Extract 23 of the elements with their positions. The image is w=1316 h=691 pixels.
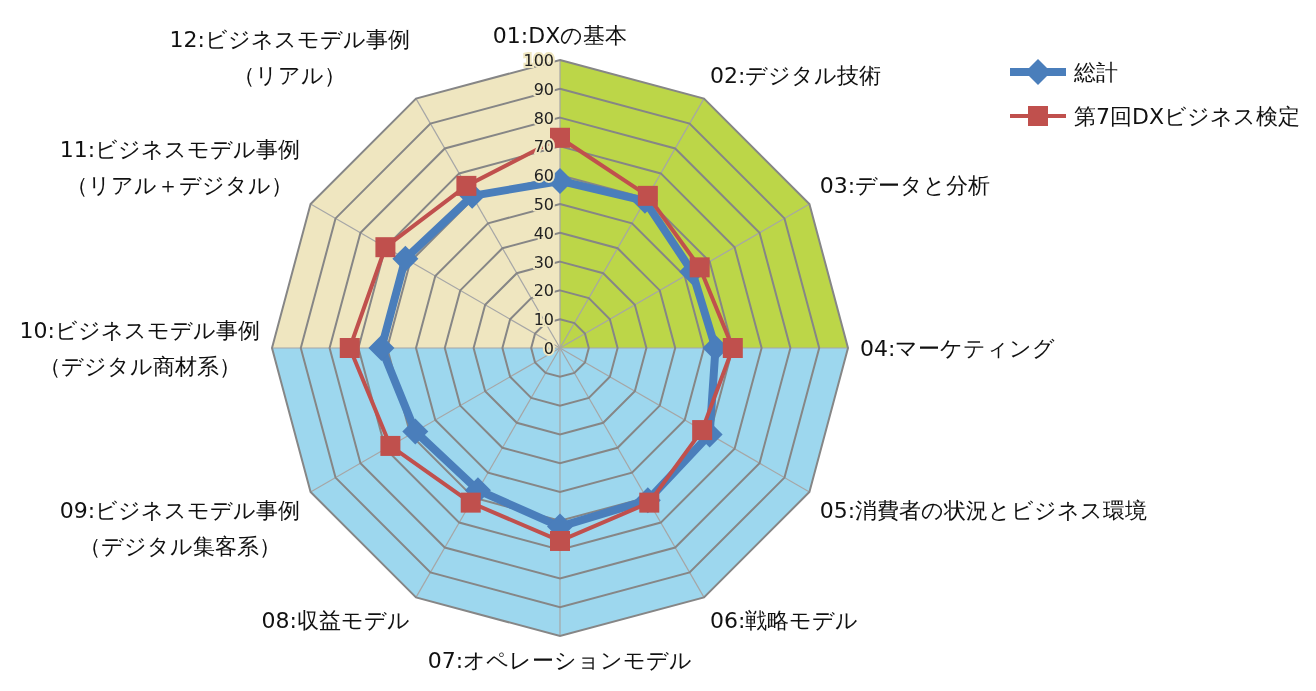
spoke-label: 06:戦略モデル <box>710 607 859 633</box>
spoke-label: 12:ビジネスモデル事例（リアル） <box>169 27 410 89</box>
y-tick-label: 40 <box>533 223 554 243</box>
y-tick-label: 90 <box>533 79 554 99</box>
legend-label: 総計 <box>1073 60 1118 85</box>
y-tick-label: 100 <box>523 51 554 70</box>
spoke-label: 01:DXの基本 <box>492 23 628 48</box>
spoke-label: 05:消費者の状況とビジネス環境 <box>819 498 1148 523</box>
y-tick-label: 20 <box>533 281 554 301</box>
spoke-label: 03:データと分析 <box>819 173 991 198</box>
spoke-label: 04:マーケティング <box>860 335 1056 361</box>
spoke-label: 09:ビジネスモデル事例（デジタル集客系） <box>59 498 301 559</box>
y-tick-label: 50 <box>533 195 554 214</box>
y-tick-label: 0 <box>543 339 554 358</box>
spoke-label: 07:オペレーションモデル <box>427 648 693 673</box>
y-tick-label: 80 <box>533 108 554 128</box>
spoke-label: 08:収益モデル <box>261 607 410 633</box>
legend-label: 第7回DXビジネス検定 <box>1074 104 1301 129</box>
y-tick-label: 30 <box>533 252 554 272</box>
y-tick-label: 10 <box>533 310 554 330</box>
spoke-label: 02:デジタル技術 <box>710 63 882 89</box>
spoke-label: 10:ビジネスモデル事例（デジタル商材系） <box>19 317 260 379</box>
spoke-label: 11:ビジネスモデル事例（リアル＋デジタル） <box>59 137 301 198</box>
